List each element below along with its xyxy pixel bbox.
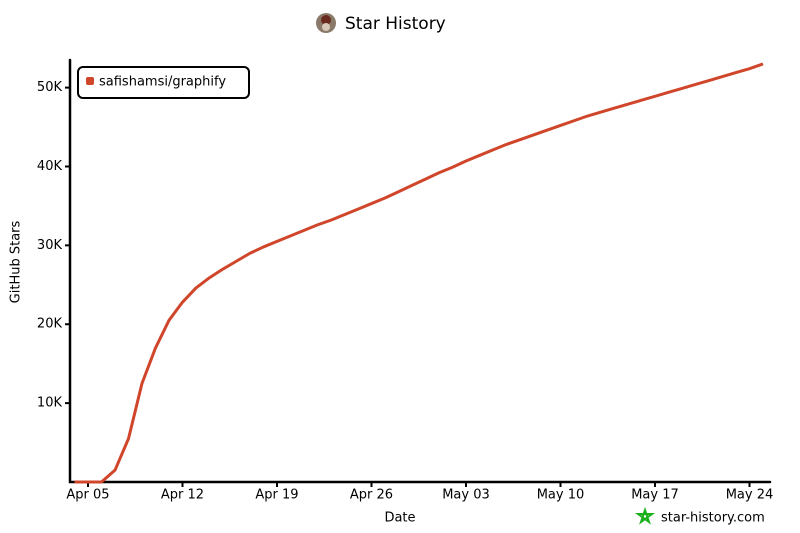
avatar — [316, 13, 336, 33]
footer-logo — [634, 506, 656, 525]
y-tick-label: 10K — [37, 396, 63, 411]
x-tick-label: May 03 — [442, 488, 490, 503]
x-tick-label: May 10 — [537, 488, 585, 503]
x-axis-label: Date — [384, 511, 415, 526]
x-tick-label: Apr 19 — [255, 488, 298, 503]
y-tick-label: 30K — [37, 238, 63, 253]
chart-title: Star History — [345, 14, 446, 34]
legend-swatch — [86, 77, 94, 85]
legend — [77, 66, 250, 99]
legend-label: safishamsi/graphify — [99, 75, 226, 90]
y-tick-label: 50K — [37, 80, 63, 95]
axes — [68, 58, 772, 484]
x-tick-label: Apr 05 — [66, 488, 109, 503]
x-tick-label: May 24 — [726, 488, 774, 503]
line — [74, 62, 764, 484]
y-tick-label: 20K — [37, 317, 63, 332]
footer: star-history.com — [661, 511, 765, 526]
x-tick-label: Apr 12 — [161, 488, 204, 503]
y-tick-label: 40K — [37, 159, 63, 174]
x-tick-label: Apr 26 — [350, 488, 393, 503]
y-axis-label: GitHub Stars — [9, 220, 24, 303]
x-tick-label: May 17 — [631, 488, 679, 503]
